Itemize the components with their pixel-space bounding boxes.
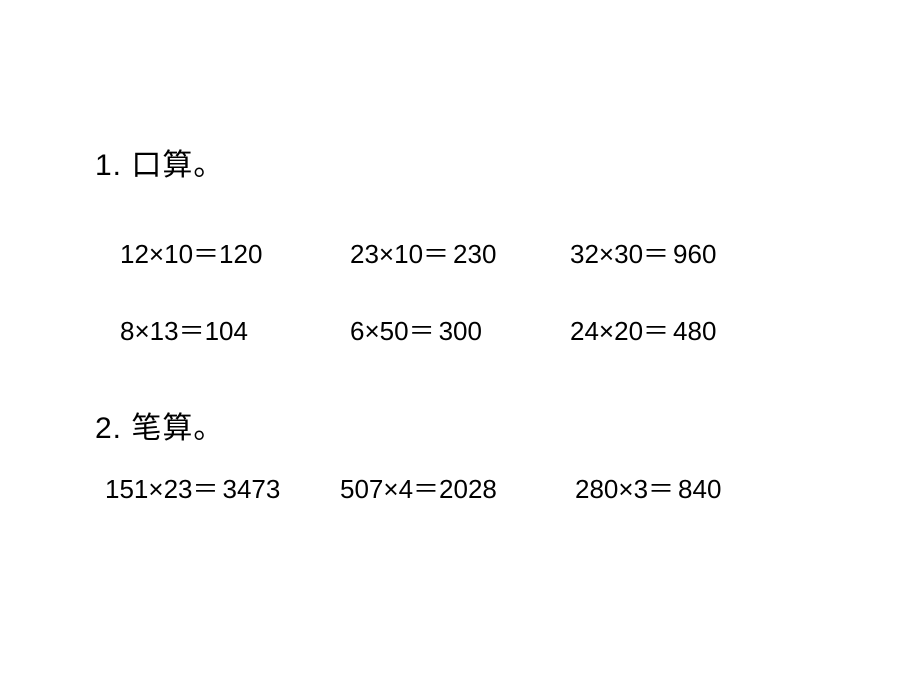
mental-math-grid: 12×10＝120 23×10＝230 32×30＝960 8×13＝104 6… xyxy=(95,234,855,348)
expression: 23×10＝ xyxy=(350,239,449,269)
answer: 104 xyxy=(205,316,248,346)
expression: 12×10＝ xyxy=(120,239,219,269)
equation: 8×13＝104 xyxy=(120,311,350,348)
answer: 960 xyxy=(673,239,716,269)
equation: 24×20＝480 xyxy=(570,311,800,348)
written-math-row: 151×23＝3473 507×4＝2028 280×3＝840 xyxy=(95,469,855,506)
section-2-title: 2. 笔算。 xyxy=(95,403,855,447)
equation: 6×50＝300 xyxy=(350,311,570,348)
expression: 6×50＝ xyxy=(350,316,435,346)
section-1-title: 1. 口算。 xyxy=(95,140,855,184)
answer: 840 xyxy=(678,474,721,504)
equation: 12×10＝120 xyxy=(120,234,350,271)
worksheet-content: 1. 口算。 12×10＝120 23×10＝230 32×30＝960 8×1… xyxy=(95,140,855,506)
equation: 151×23＝3473 xyxy=(105,469,340,506)
equation: 507×4＝2028 xyxy=(340,469,575,506)
expression: 507×4＝ xyxy=(340,474,439,504)
equation: 280×3＝840 xyxy=(575,469,810,506)
equation: 23×10＝230 xyxy=(350,234,570,271)
equation: 32×30＝960 xyxy=(570,234,800,271)
expression: 32×30＝ xyxy=(570,239,669,269)
expression: 151×23＝ xyxy=(105,474,218,504)
expression: 24×20＝ xyxy=(570,316,669,346)
answer: 230 xyxy=(453,239,496,269)
answer: 300 xyxy=(439,316,482,346)
answer: 3473 xyxy=(222,474,280,504)
expression: 280×3＝ xyxy=(575,474,674,504)
answer: 480 xyxy=(673,316,716,346)
answer: 120 xyxy=(219,239,262,269)
answer: 2028 xyxy=(439,474,497,504)
expression: 8×13＝ xyxy=(120,316,205,346)
